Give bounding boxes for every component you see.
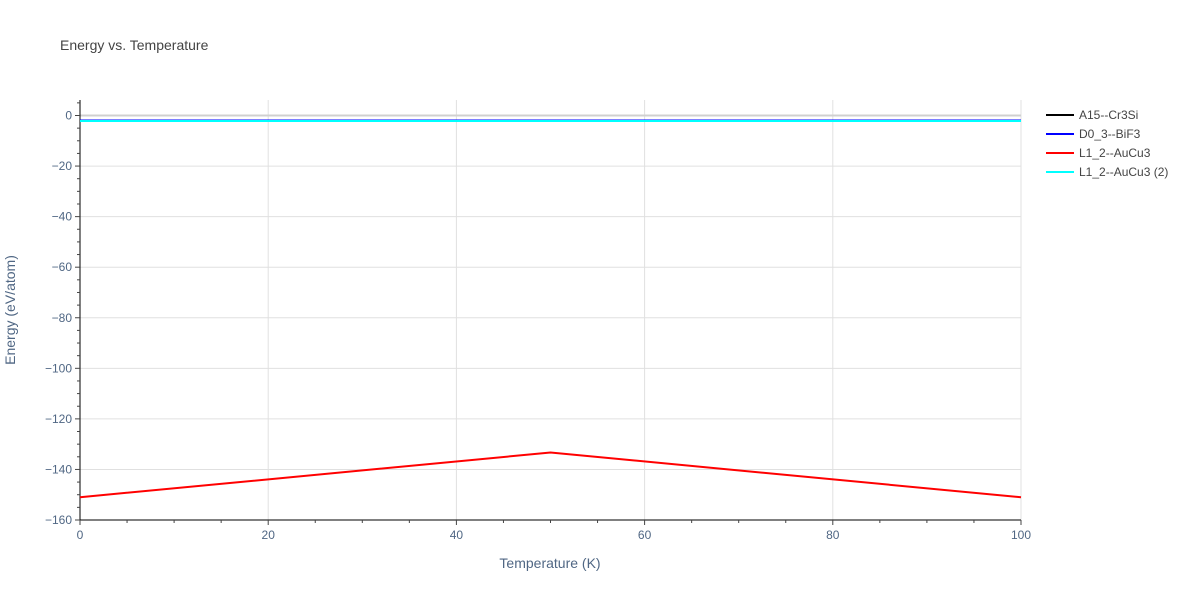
x-tick-label: 60 [638,528,652,542]
chart-title: Energy vs. Temperature [60,37,209,53]
legend-label: L1_2--AuCu3 [1079,146,1151,160]
y-tick-label: −60 [52,260,73,274]
x-tick-label: 80 [826,528,840,542]
y-tick-label: −80 [52,311,73,325]
y-tick-label: 0 [65,109,72,123]
x-tick-label: 100 [1011,528,1031,542]
x-tick-label: 40 [450,528,464,542]
y-tick-label: −40 [52,210,73,224]
legend-label: A15--Cr3Si [1079,108,1138,122]
x-axis-label: Temperature (K) [499,555,600,571]
x-tick-label: 0 [77,528,84,542]
y-tick-label: −140 [45,462,72,476]
y-tick-label: −100 [45,361,72,375]
y-tick-label: −20 [52,159,73,173]
y-tick-label: −120 [45,412,72,426]
y-axis-label: Energy (eV/atom) [2,255,18,365]
y-tick-label: −160 [45,513,72,527]
legend-label: D0_3--BiF3 [1079,127,1141,141]
x-tick-label: 20 [262,528,276,542]
series-line [79,451,1022,499]
legend-label: L1_2--AuCu3 (2) [1079,165,1168,179]
